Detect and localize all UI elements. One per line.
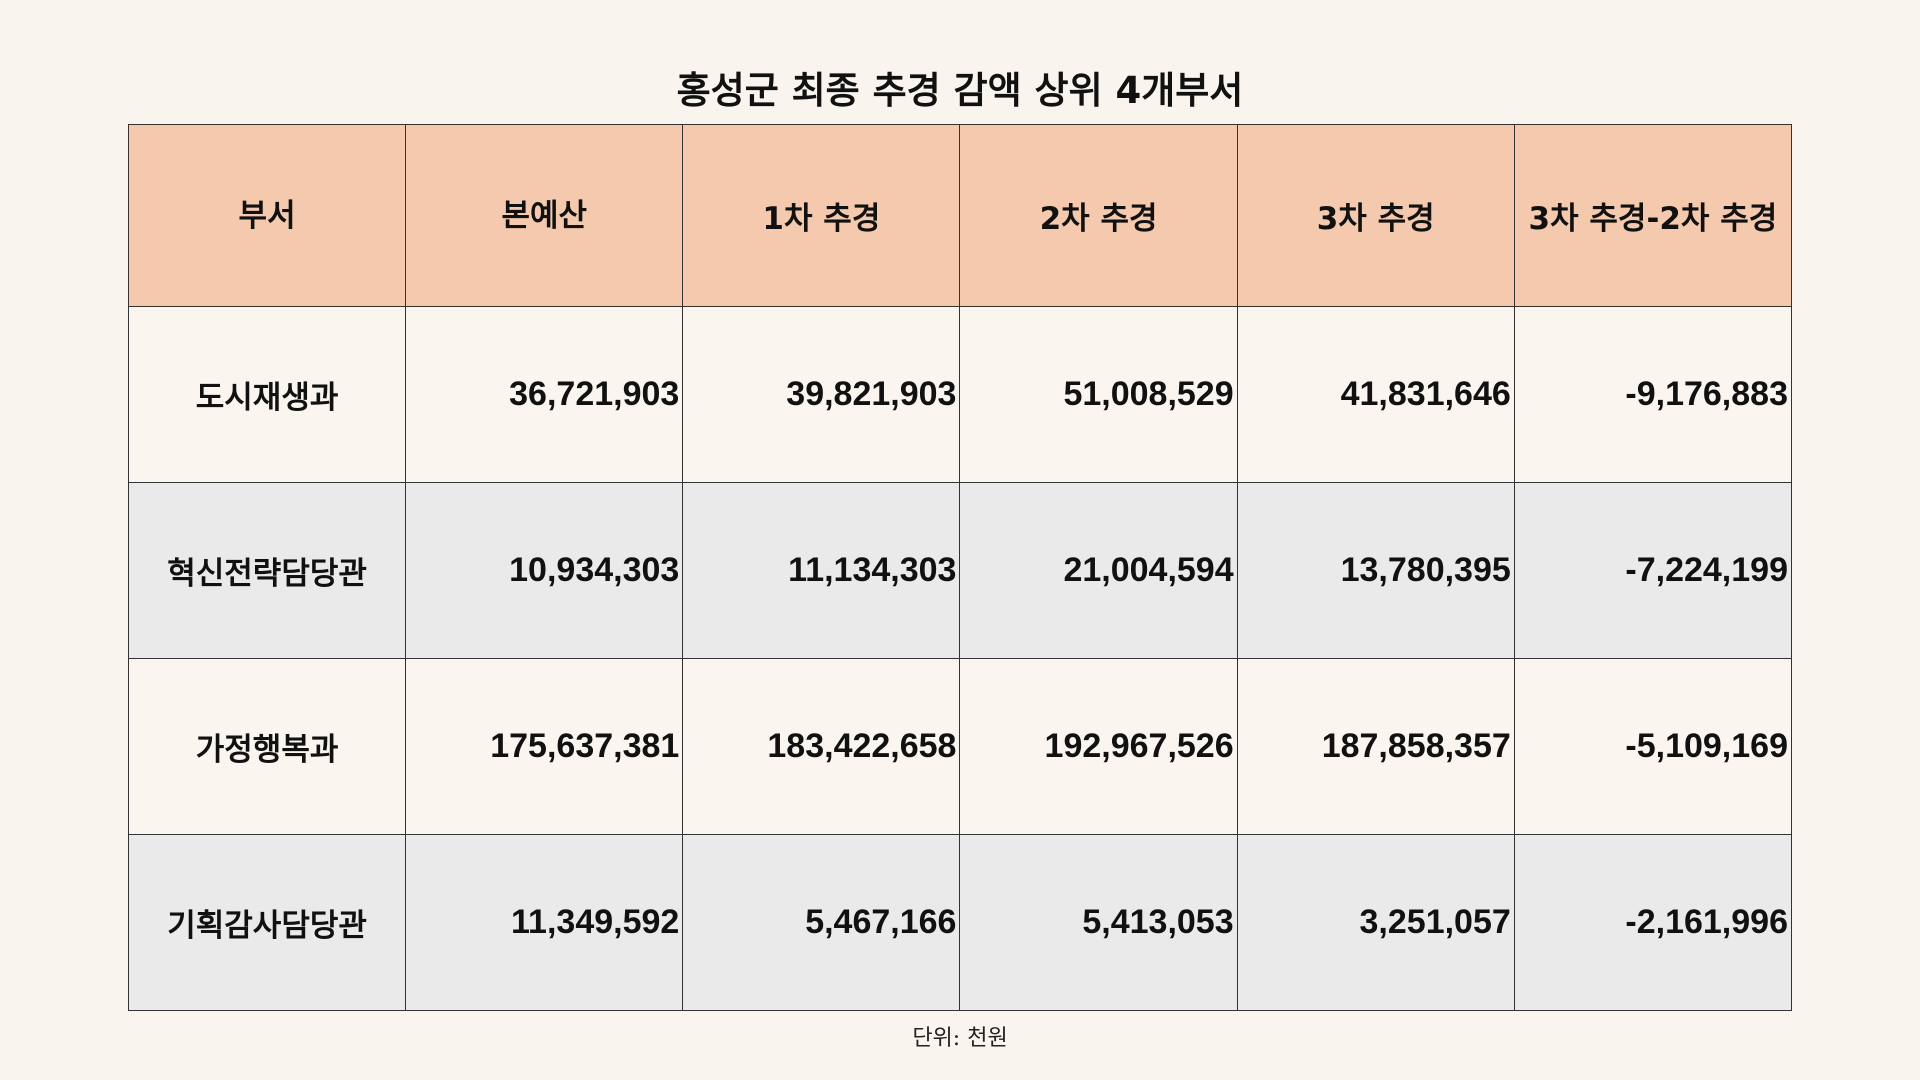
table-row: 도시재생과 36,721,903 39,821,903 51,008,529 4… <box>127 306 1793 483</box>
first-supplementary-cell: 39,821,903 <box>682 306 961 483</box>
header-difference: 3차 추경-2차 추경 <box>1513 124 1793 307</box>
first-supplementary-cell: 11,134,303 <box>682 482 961 659</box>
first-supplementary-cell: 5,467,166 <box>682 834 961 1011</box>
main-budget-cell: 11,349,592 <box>405 834 684 1011</box>
table-header: 부서 본예산 1차 추경 2차 추경 3차 추경 3차 추경-2차 추경 <box>127 124 1793 307</box>
difference-cell: -9,176,883 <box>1513 306 1793 483</box>
third-supplementary-cell: 187,858,357 <box>1236 658 1515 835</box>
department-cell: 도시재생과 <box>127 306 407 483</box>
department-cell: 가정행복과 <box>127 658 407 835</box>
second-supplementary-cell: 51,008,529 <box>959 306 1238 483</box>
table-row: 기획감사담당관 11,349,592 5,467,166 5,413,053 3… <box>127 834 1793 1011</box>
page-title: 홍성군 최종 추경 감액 상위 4개부서 <box>676 69 1244 112</box>
difference-cell: -5,109,169 <box>1513 658 1793 835</box>
third-supplementary-cell: 41,831,646 <box>1236 306 1515 483</box>
header-second-supplementary: 2차 추경 <box>959 124 1238 307</box>
unit-note: 단위: 천원 <box>912 1026 1008 1051</box>
department-cell: 혁신전략담당관 <box>127 482 407 659</box>
second-supplementary-cell: 5,413,053 <box>959 834 1238 1011</box>
header-department: 부서 <box>127 124 407 307</box>
header-third-supplementary: 3차 추경 <box>1236 124 1515 307</box>
table-body: 도시재생과 36,721,903 39,821,903 51,008,529 4… <box>127 306 1793 1011</box>
main-budget-cell: 10,934,303 <box>405 482 684 659</box>
first-supplementary-cell: 183,422,658 <box>682 658 961 835</box>
difference-cell: -2,161,996 <box>1513 834 1793 1011</box>
budget-table: 부서 본예산 1차 추경 2차 추경 3차 추경 3차 추경-2차 추경 도시재… <box>127 124 1793 1011</box>
main-budget-cell: 36,721,903 <box>405 306 684 483</box>
second-supplementary-cell: 192,967,526 <box>959 658 1238 835</box>
header-main-budget: 본예산 <box>405 124 684 307</box>
third-supplementary-cell: 13,780,395 <box>1236 482 1515 659</box>
difference-cell: -7,224,199 <box>1513 482 1793 659</box>
table-row: 혁신전략담당관 10,934,303 11,134,303 21,004,594… <box>127 482 1793 659</box>
header-first-supplementary: 1차 추경 <box>682 124 961 307</box>
department-cell: 기획감사담당관 <box>127 834 407 1011</box>
header-row: 부서 본예산 1차 추경 2차 추경 3차 추경 3차 추경-2차 추경 <box>127 124 1793 307</box>
second-supplementary-cell: 21,004,594 <box>959 482 1238 659</box>
table-row: 가정행복과 175,637,381 183,422,658 192,967,52… <box>127 658 1793 835</box>
main-budget-cell: 175,637,381 <box>405 658 684 835</box>
third-supplementary-cell: 3,251,057 <box>1236 834 1515 1011</box>
